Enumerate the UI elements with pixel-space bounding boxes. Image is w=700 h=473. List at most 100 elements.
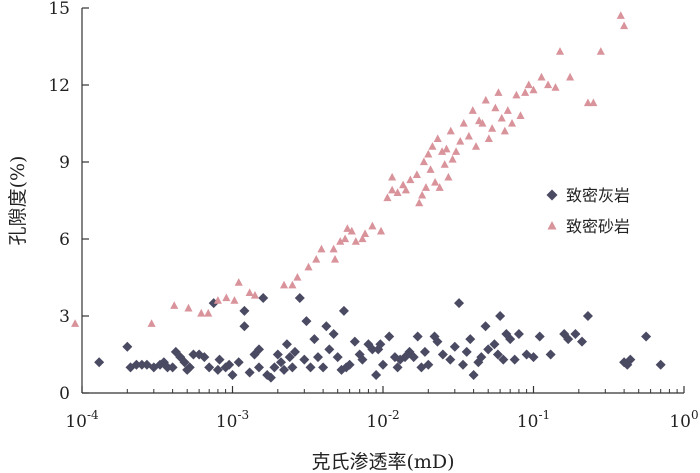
data-point: [265, 372, 276, 383]
data-point: [254, 344, 265, 355]
data-point: [509, 354, 520, 365]
data-point: [516, 111, 525, 119]
data-point: [625, 354, 636, 365]
data-point: [393, 188, 402, 196]
legend-marker-triangle: [547, 221, 557, 230]
data-point: [419, 346, 430, 357]
data-point: [224, 359, 235, 370]
legend: 致密灰岩 致密砂岩: [546, 186, 630, 236]
data-point: [399, 180, 408, 189]
data-point: [438, 147, 447, 155]
data-point: [442, 144, 451, 153]
legend-item-limestone: 致密灰岩: [546, 186, 630, 205]
data-point: [445, 354, 456, 365]
data-point: [529, 85, 538, 94]
data-point: [234, 278, 243, 286]
data-point: [170, 301, 179, 309]
x-axis-title: 克氏渗透率(mD): [311, 451, 454, 473]
data-point: [94, 357, 105, 368]
legend-label-sandstone: 致密砂岩: [566, 217, 630, 236]
data-point: [222, 293, 231, 302]
data-point: [566, 72, 575, 81]
data-point: [545, 349, 556, 360]
data-point: [497, 113, 506, 122]
data-point: [204, 362, 215, 373]
data-point: [214, 354, 225, 365]
data-point: [412, 331, 423, 342]
data-point: [641, 331, 652, 342]
data-point: [288, 280, 297, 289]
x-tick-label: 10-3: [216, 408, 249, 432]
data-point: [489, 339, 500, 350]
data-point: [582, 311, 593, 321]
data-point: [358, 234, 367, 243]
data-point: [301, 316, 312, 327]
data-point: [349, 336, 360, 347]
x-tick-exponent: -3: [237, 408, 249, 422]
data-point: [440, 160, 449, 168]
x-tick-exponent: -1: [538, 408, 550, 422]
data-point: [503, 106, 512, 114]
data-point: [324, 344, 335, 355]
data-point: [317, 244, 326, 253]
data-point: [449, 341, 460, 352]
data-point: [279, 364, 290, 375]
data-point: [312, 255, 321, 263]
x-tick-label: 100: [669, 408, 698, 432]
data-point: [437, 349, 448, 360]
data-point: [167, 362, 178, 373]
data-point: [136, 359, 147, 370]
data-point: [432, 336, 443, 347]
data-point: [258, 293, 269, 304]
data-point: [452, 147, 461, 155]
data-point: [492, 349, 503, 360]
x-tick-label: 10-1: [517, 408, 550, 432]
data-point: [457, 359, 468, 370]
data-point: [494, 88, 503, 96]
data-point: [576, 336, 587, 347]
x-tick-label: 10-4: [65, 408, 99, 432]
data-point: [239, 305, 250, 316]
data-point: [179, 357, 190, 368]
data-point: [318, 362, 329, 373]
data-point: [375, 339, 386, 350]
data-point: [254, 362, 265, 373]
y-tick-label: 9: [59, 153, 70, 173]
y-ticks: 0 3 6 9 12 15: [48, 0, 89, 404]
data-point: [583, 98, 592, 107]
data-point: [406, 175, 415, 184]
data-point: [537, 72, 546, 81]
legend-label-limestone: 致密灰岩: [566, 186, 630, 205]
data-point: [383, 193, 392, 202]
data-point: [287, 362, 298, 373]
data-point: [233, 357, 244, 368]
data-point: [471, 142, 481, 150]
data-point: [321, 321, 332, 332]
data-point: [563, 334, 574, 345]
data-point: [478, 119, 487, 127]
data-point: [329, 244, 338, 253]
data-point: [421, 183, 431, 191]
data-point: [239, 321, 250, 332]
x-tick-label: 10-2: [366, 408, 399, 432]
data-point: [357, 354, 368, 365]
data-point: [284, 352, 295, 363]
data-point: [431, 178, 440, 186]
data-point: [245, 288, 254, 297]
data-point: [279, 280, 289, 289]
data-point: [71, 319, 80, 327]
data-point: [388, 172, 397, 181]
x-ticks: 10-4 10-3 10-2 10-1 100: [65, 386, 699, 432]
data-point: [184, 362, 195, 373]
data-point: [213, 296, 222, 304]
data-point: [338, 305, 349, 316]
data-point: [498, 354, 509, 365]
data-point: [521, 88, 530, 96]
data-point: [412, 170, 421, 178]
data-point: [500, 126, 509, 135]
data-point: [468, 106, 477, 114]
data-point: [528, 352, 539, 363]
data-point: [328, 328, 339, 339]
data-point: [347, 226, 356, 235]
data-point: [309, 334, 320, 345]
